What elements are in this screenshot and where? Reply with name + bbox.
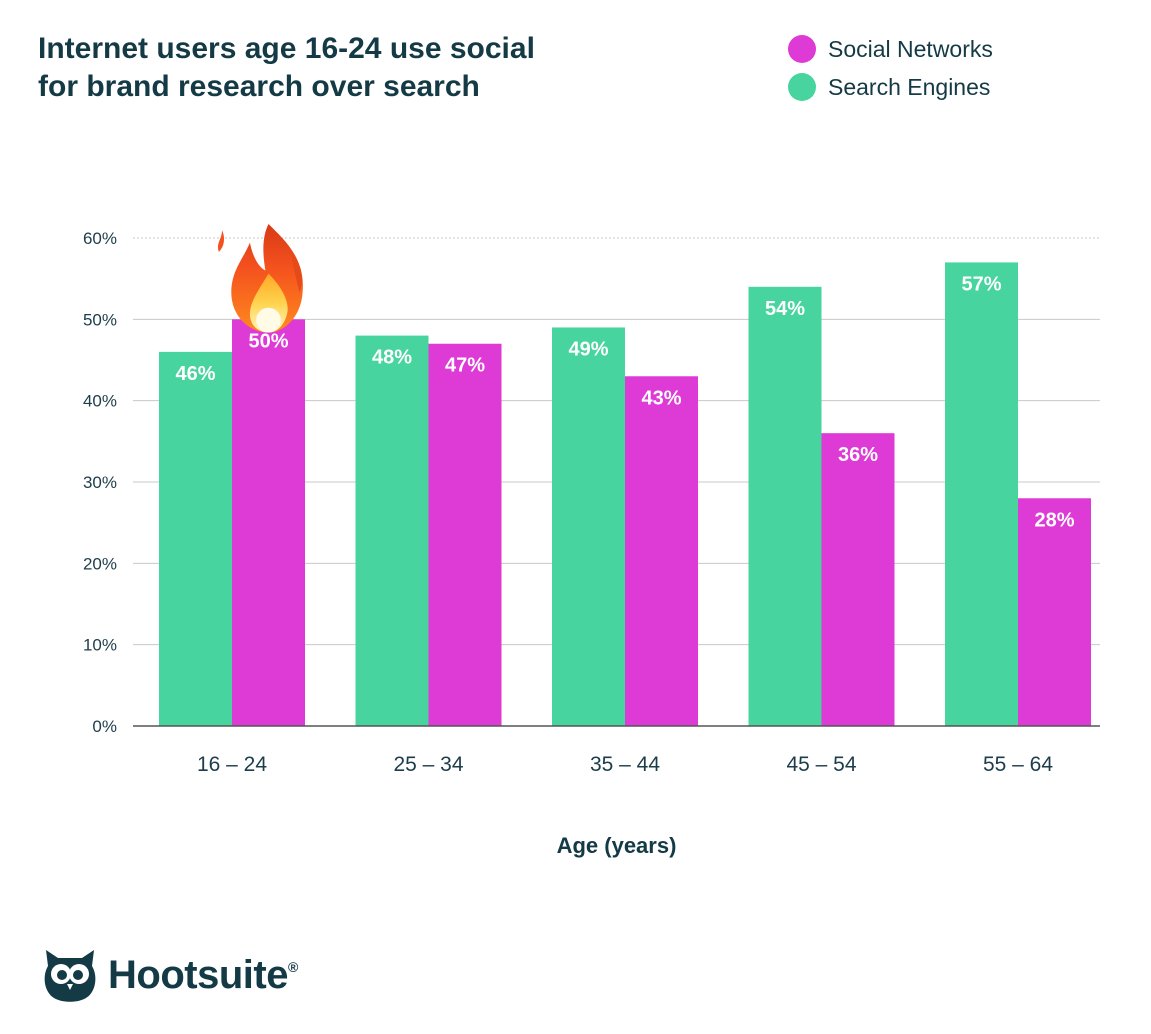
x-axis-ticks: 16 – 24 25 – 34 35 – 44 45 – 54 55 – 64: [197, 753, 1053, 776]
x-tick-label: 55 – 64: [983, 753, 1053, 776]
data-label-social-networks-45-54: 36%: [838, 444, 878, 466]
data-label-social-networks-25-34: 47%: [445, 355, 485, 377]
brand-name-text: Hootsuite: [108, 952, 288, 997]
x-tick-label: 45 – 54: [786, 753, 856, 776]
legend-item-search-engines: Search Engines: [788, 68, 993, 106]
y-tick-label: 30%: [83, 473, 117, 492]
legend-swatch-search-engines: [788, 73, 816, 101]
brand-name: Hootsuite®: [108, 953, 298, 998]
bar-social-networks-16-24: [232, 319, 305, 726]
data-label-search-engines-25-34: 48%: [372, 347, 412, 369]
bar-social-networks-35-44: [625, 376, 698, 726]
data-label-search-engines-45-54: 54%: [765, 298, 805, 320]
bar-search-engines-16-24: [159, 351, 232, 726]
bar-search-engines-55-64: [945, 262, 1018, 726]
chart-title: Internet users age 16-24 use social for …: [38, 30, 678, 106]
data-label-social-networks-16-24: 50%: [248, 330, 288, 352]
data-label-search-engines-35-44: 49%: [568, 338, 608, 360]
y-axis-ticks: 0% 10% 20% 30% 40% 50% 60%: [83, 229, 117, 736]
bars: [159, 262, 1091, 726]
bar-search-engines-45-54: [748, 286, 822, 726]
bar-labels: 46% 50% 48% 47% 49% 43% 54% 36% 57% 28%: [175, 273, 1074, 531]
chart-title-line-2: for brand research over search: [38, 70, 480, 103]
y-tick-label: 10%: [83, 636, 117, 655]
y-tick-label: 20%: [83, 554, 117, 573]
legend-item-social-networks: Social Networks: [788, 30, 993, 68]
y-tick-label: 50%: [83, 310, 117, 329]
x-tick-label: 35 – 44: [590, 753, 660, 776]
data-label-social-networks-35-44: 43%: [641, 387, 681, 409]
owl-icon: [44, 950, 96, 1002]
legend: Social Networks Search Engines: [788, 30, 993, 106]
bar-social-networks-25-34: [428, 343, 502, 726]
data-label-social-networks-55-64: 28%: [1034, 509, 1074, 531]
chart-title-line-1: Internet users age 16-24 use social: [38, 32, 535, 65]
bar-chart: 0% 10% 20% 30% 40% 50% 60% 46% 50% 48% 47% 49% 43% 5…: [83, 224, 1100, 858]
bar-search-engines-25-34: [355, 335, 429, 726]
x-tick-label: 25 – 34: [393, 753, 463, 776]
bar-social-networks-45-54: [821, 433, 895, 726]
registered-mark: ®: [287, 958, 298, 975]
data-label-search-engines-16-24: 46%: [175, 363, 215, 385]
bar-social-networks-55-64: [1018, 498, 1091, 726]
legend-label-search-engines: Search Engines: [828, 73, 991, 100]
x-tick-label: 16 – 24: [197, 753, 267, 776]
hootsuite-logo: Hootsuite®: [40, 946, 298, 1004]
bar-search-engines-35-44: [552, 327, 625, 726]
x-axis-title: Age (years): [557, 833, 677, 858]
fire-icon: [218, 224, 303, 333]
y-tick-label: 0%: [92, 717, 117, 736]
legend-label-social-networks: Social Networks: [828, 35, 993, 62]
y-tick-label: 60%: [83, 229, 117, 248]
legend-swatch-social-networks: [788, 35, 816, 63]
data-label-search-engines-55-64: 57%: [961, 273, 1001, 295]
y-tick-label: 40%: [83, 392, 117, 411]
